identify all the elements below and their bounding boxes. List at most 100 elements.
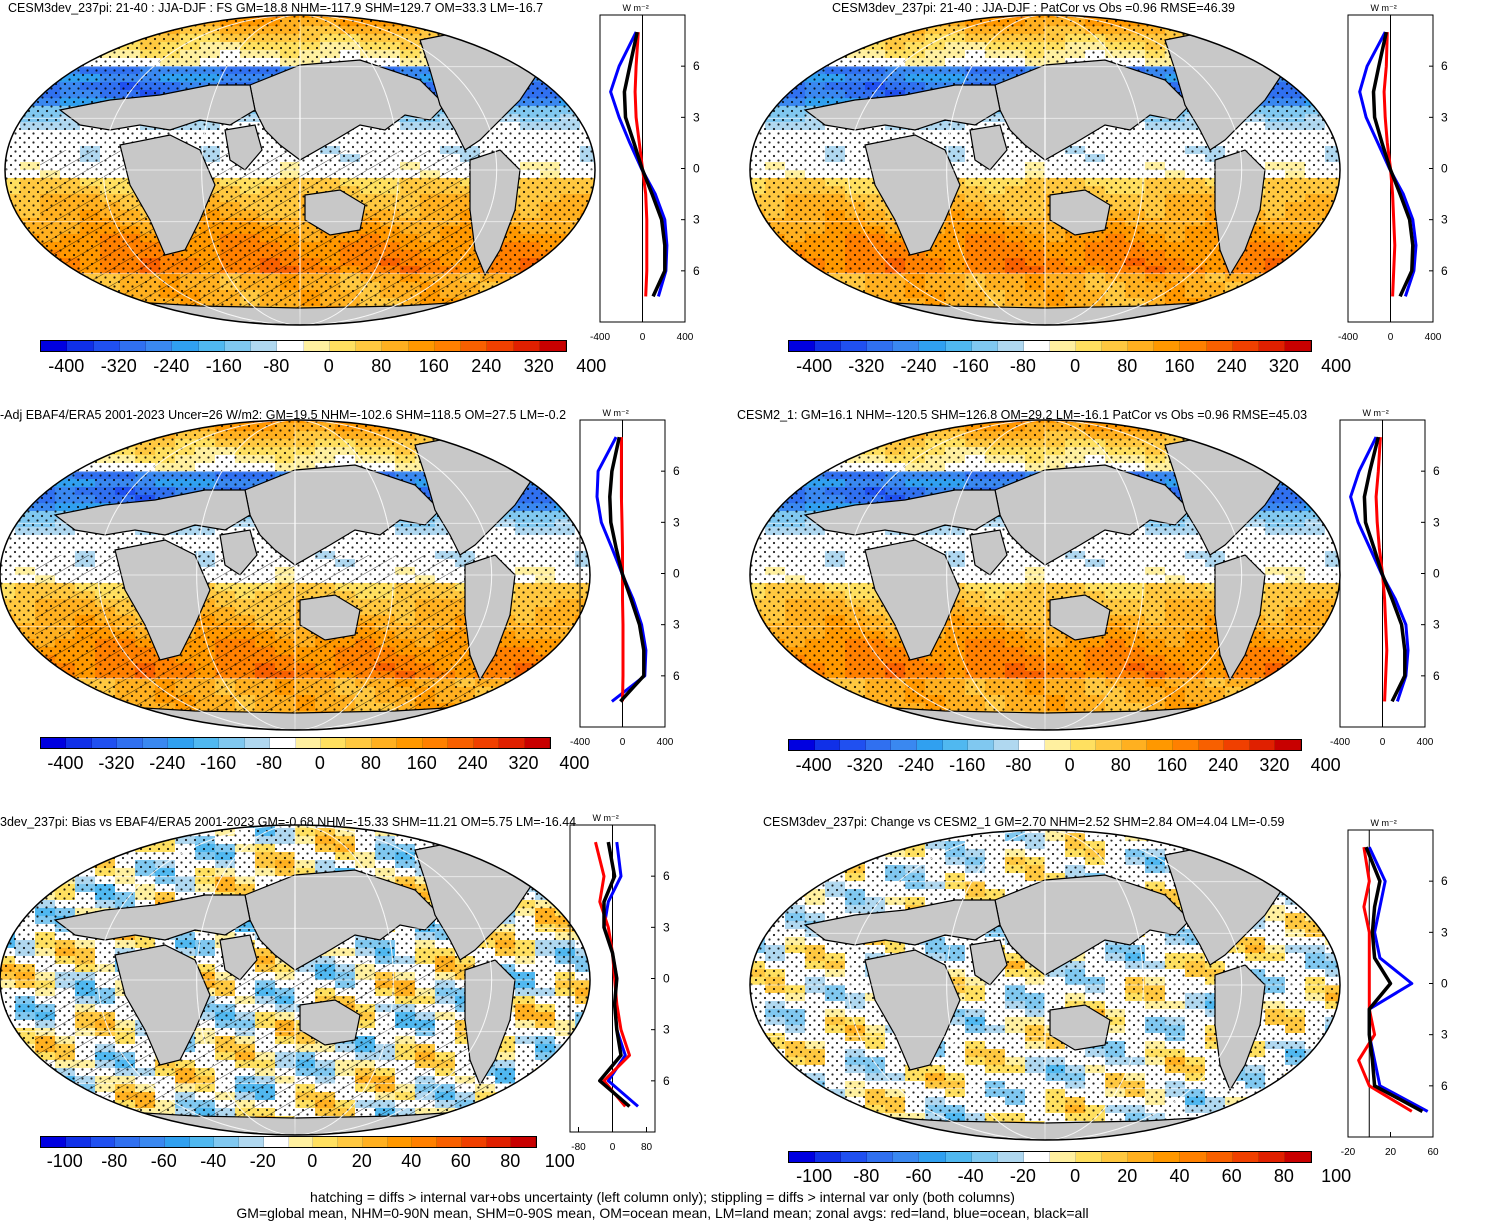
field-cell [40, 42, 61, 51]
x-tick-label: 0 [1388, 332, 1394, 343]
field-cell [750, 298, 766, 307]
field-cell [415, 727, 436, 730]
field-cell [1185, 15, 1206, 19]
field-cell [1225, 26, 1246, 35]
field-cell [1305, 487, 1326, 496]
field-cell [1305, 66, 1326, 75]
field-cell [475, 439, 496, 448]
field-cell [805, 322, 826, 325]
field-cell [95, 727, 116, 730]
field-cell [80, 26, 101, 35]
field-cell [1225, 719, 1246, 728]
field-cell [865, 18, 886, 27]
field-cell [560, 282, 581, 291]
field-cell [1185, 26, 1206, 35]
field-cell [20, 298, 41, 307]
field-cell [750, 423, 766, 432]
field-cell [515, 711, 536, 720]
field-cell [1105, 15, 1126, 19]
meridian-line [299, 15, 301, 325]
field-cell [460, 26, 481, 35]
field-cell [5, 218, 21, 227]
field-cell [60, 58, 81, 67]
field-cell [520, 282, 541, 291]
field-cell [885, 306, 906, 315]
field-cell [1265, 314, 1286, 323]
field-cell [120, 18, 141, 27]
field-cell [765, 679, 786, 688]
field-cell [1265, 727, 1286, 730]
field-cell [805, 447, 826, 456]
field-cell [785, 423, 806, 432]
field-cell [750, 471, 766, 480]
field-cell [520, 306, 541, 315]
field-cell [120, 322, 141, 325]
field-cell [155, 727, 176, 730]
field-cell [1205, 26, 1226, 35]
field-cell [540, 314, 561, 323]
field-cell [1305, 431, 1326, 440]
field-cell [1305, 250, 1326, 259]
field-cell [195, 727, 216, 730]
field-cell [1305, 471, 1326, 480]
field-cell [15, 703, 36, 712]
field-cell [825, 306, 846, 315]
field-cell [1305, 15, 1326, 19]
field-cell [1205, 727, 1226, 730]
units-label: W m⁻² [603, 408, 629, 418]
field-cell [750, 631, 766, 640]
field-cell [1225, 439, 1246, 448]
field-cell [0, 479, 16, 488]
field-cell [805, 298, 826, 307]
field-cell [20, 290, 41, 299]
field-cell [15, 487, 36, 496]
field-cell [0, 623, 16, 632]
field-cell [825, 322, 846, 325]
field-cell [1225, 420, 1246, 424]
field-cell [540, 282, 561, 291]
field-cell [15, 647, 36, 656]
field-cell [1245, 439, 1266, 448]
field-cell [750, 703, 766, 712]
field-cell [15, 471, 36, 480]
field-cell [140, 26, 161, 35]
field-cell [60, 26, 81, 35]
field-cell [750, 420, 766, 424]
field-cell [140, 314, 161, 323]
map-border [749, 14, 1341, 326]
field-cell [805, 431, 826, 440]
field-cell [15, 671, 36, 680]
field-cell [35, 439, 56, 448]
panel-title: -Adj EBAF4/ERA5 2001-2023 Uncer=26 W/m2:… [0, 408, 567, 422]
field-cell [495, 439, 516, 448]
field-cell [180, 15, 201, 19]
field-cell [475, 711, 496, 720]
field-cell [1225, 15, 1246, 19]
field-cell [1205, 18, 1226, 27]
field-cell [750, 106, 766, 115]
field-cell [5, 42, 21, 51]
field-cell [1145, 420, 1166, 424]
field-cell [20, 15, 41, 19]
field-cell [540, 34, 561, 43]
field-cell [5, 226, 21, 235]
field-cell [845, 34, 866, 43]
field-cell [520, 290, 541, 299]
field-cell [765, 647, 786, 656]
field-cell [35, 679, 56, 688]
field-cell [885, 15, 906, 19]
field-cell [1185, 314, 1206, 323]
field-cell [515, 439, 536, 448]
field-cell [805, 15, 826, 19]
field-cell [1265, 463, 1286, 472]
field-cell [40, 258, 61, 267]
field-cell [80, 314, 101, 323]
field-cell [1245, 306, 1266, 315]
field-cell [825, 26, 846, 35]
land-mass [464, 554, 516, 682]
field-cell [1285, 306, 1306, 315]
field-cell [785, 420, 806, 424]
field-cell [20, 26, 41, 35]
field-cell [35, 420, 56, 424]
